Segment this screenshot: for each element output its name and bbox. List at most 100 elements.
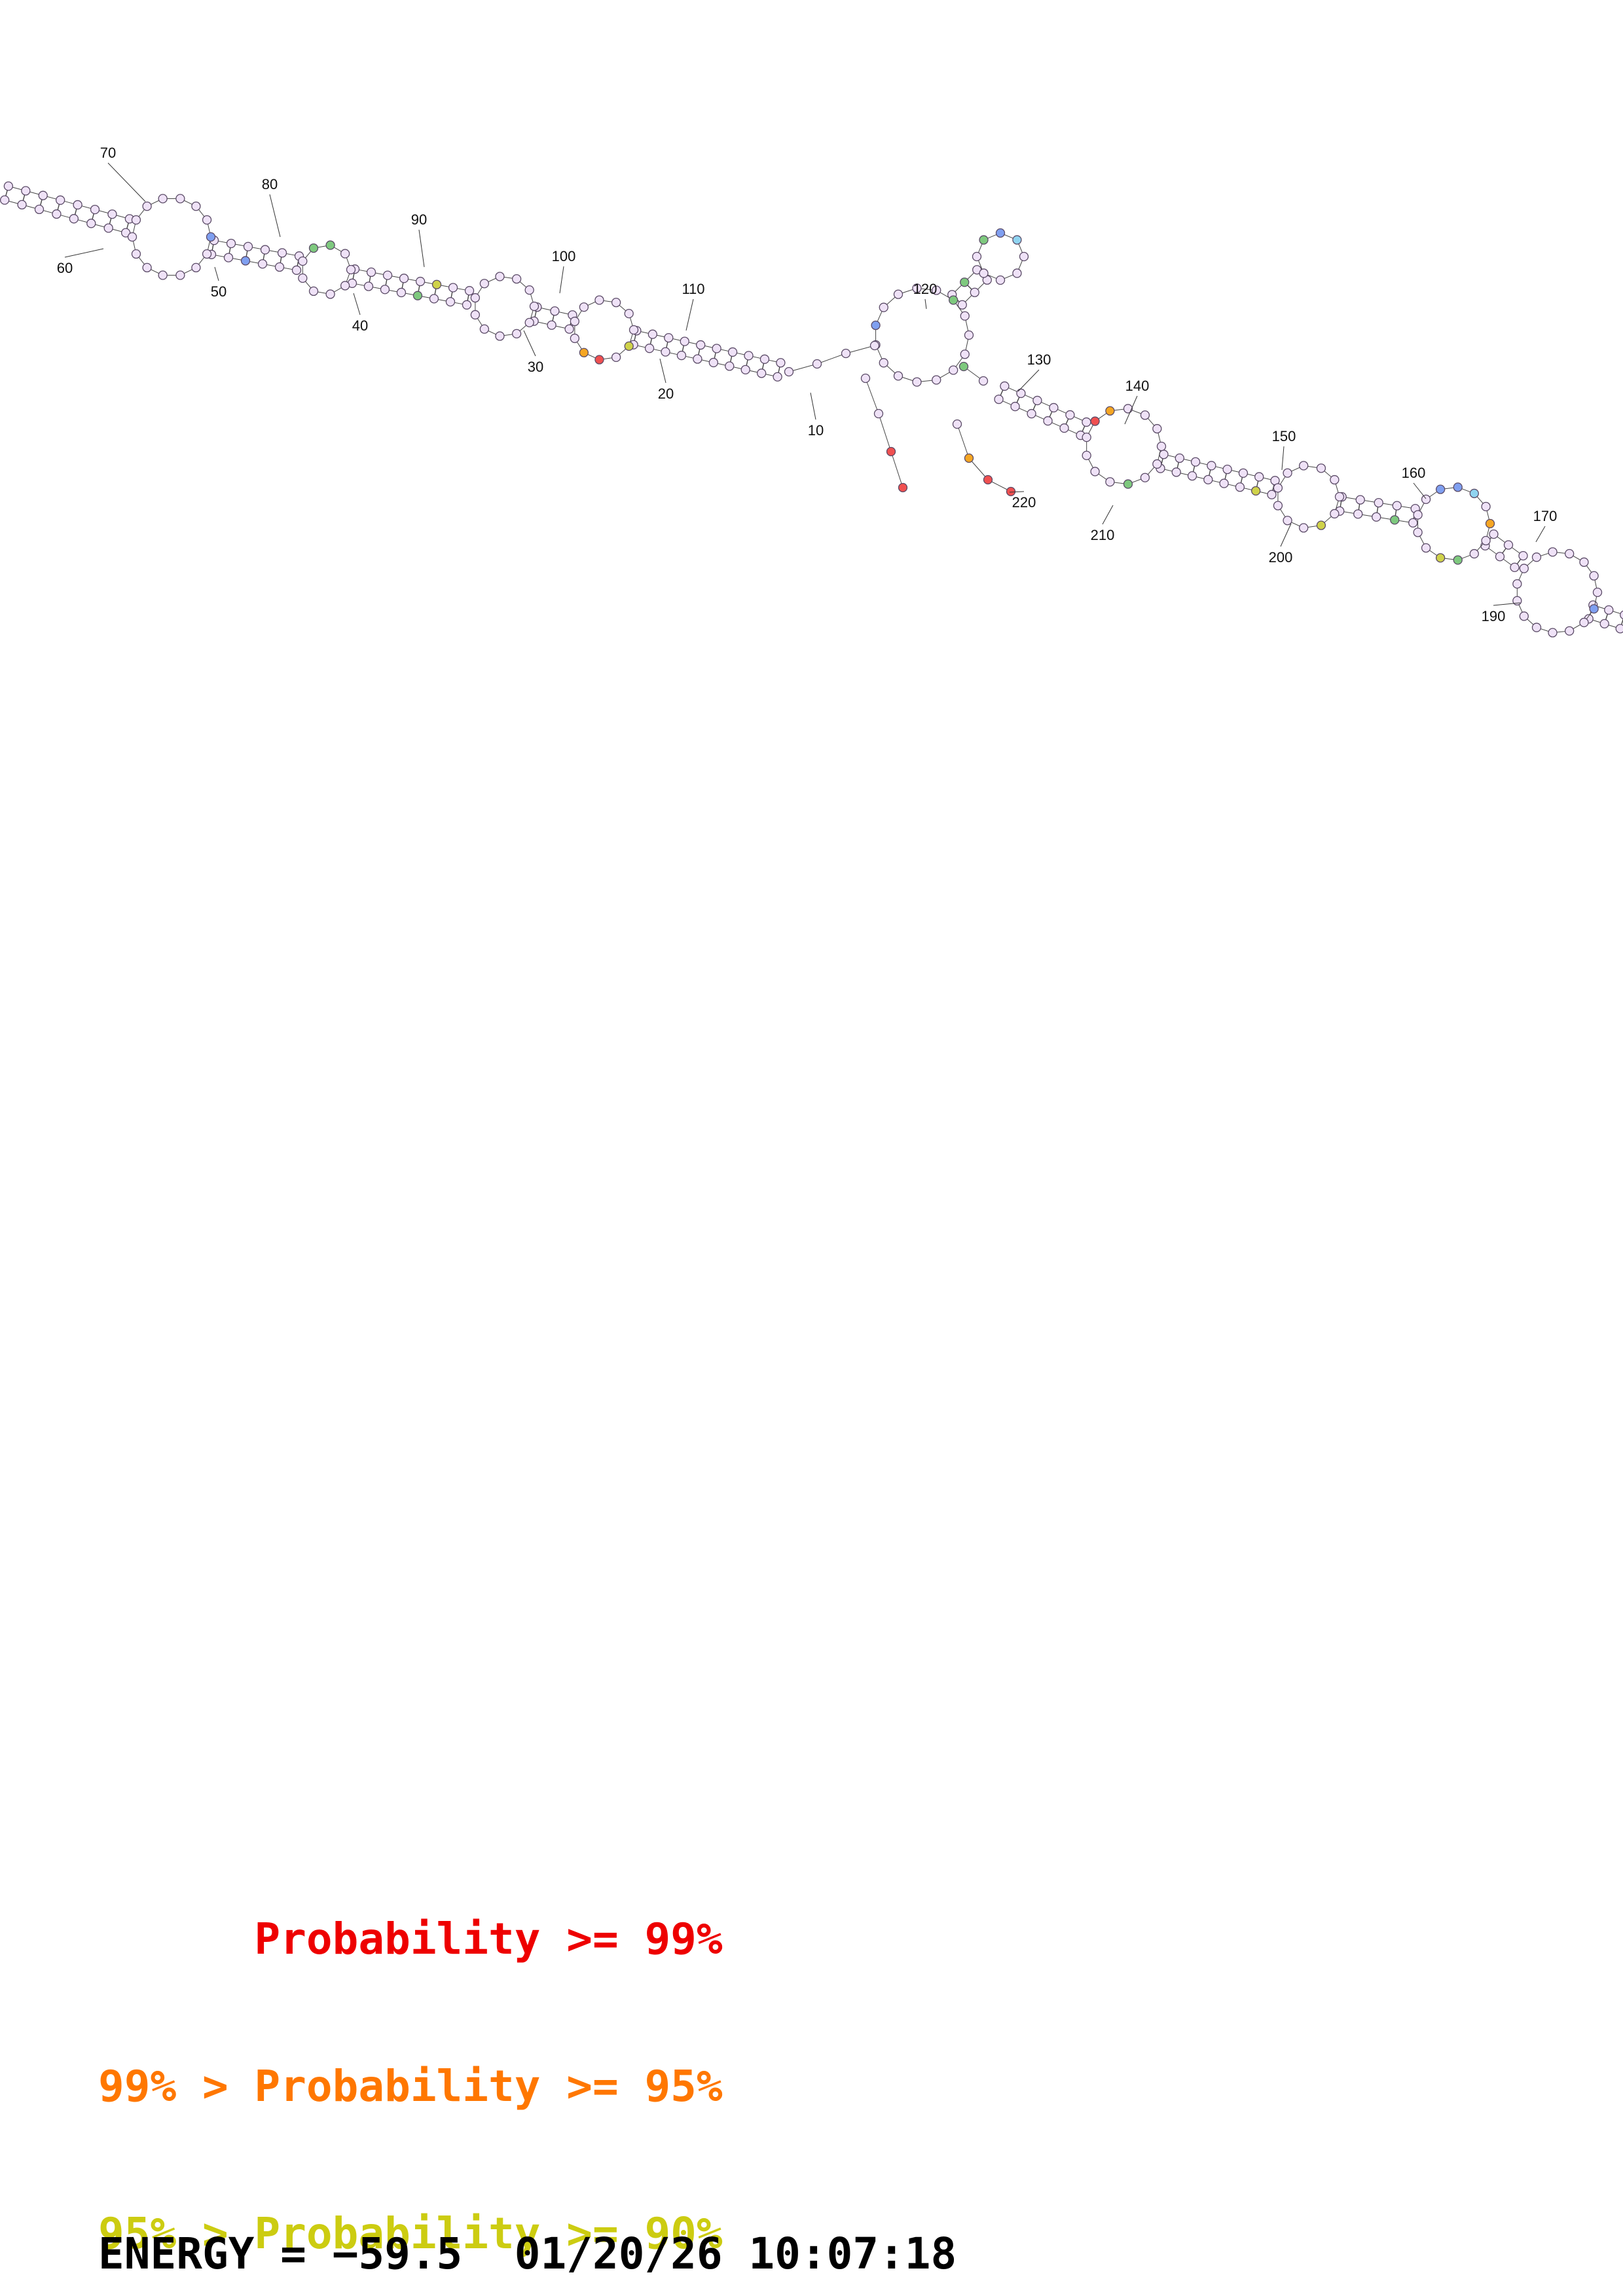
nucleotide bbox=[1238, 468, 1249, 478]
nucleotide bbox=[1519, 564, 1529, 573]
nucleotide bbox=[958, 361, 969, 372]
nucleotide bbox=[1421, 543, 1431, 553]
nucleotide bbox=[1481, 501, 1491, 512]
nucleotide bbox=[1152, 423, 1162, 434]
nucleotide bbox=[1082, 450, 1091, 461]
probability-legend: Probability >= 99% 99% > Probability >= … bbox=[98, 1816, 723, 2296]
nucleotide bbox=[325, 240, 335, 250]
nucleotide bbox=[812, 359, 822, 369]
nucleotide bbox=[243, 242, 253, 251]
nucleotide bbox=[1548, 547, 1558, 557]
nucleotide bbox=[202, 215, 212, 225]
position-label: 60 bbox=[57, 260, 73, 276]
nucleotide bbox=[1027, 408, 1036, 419]
nucleotide bbox=[1283, 516, 1292, 526]
nucleotide bbox=[291, 265, 302, 275]
nucleotide bbox=[1408, 518, 1418, 528]
position-label: 80 bbox=[262, 176, 278, 192]
nucleotide bbox=[776, 358, 786, 368]
nucleotide bbox=[1503, 540, 1514, 550]
nucleotide bbox=[1330, 475, 1340, 485]
position-label: 10 bbox=[808, 422, 824, 439]
nucleotide bbox=[970, 287, 979, 297]
nucleotide bbox=[429, 294, 439, 304]
nucleotide bbox=[995, 228, 1006, 238]
nucleotide bbox=[898, 482, 908, 493]
nucleotide bbox=[1012, 268, 1022, 278]
nucleotide bbox=[1435, 553, 1446, 563]
nucleotide bbox=[1203, 475, 1213, 485]
nucleotide bbox=[1187, 471, 1197, 481]
nucleotide bbox=[277, 248, 287, 258]
nucleotide bbox=[759, 354, 770, 364]
nucleotide bbox=[594, 295, 604, 305]
nucleotide bbox=[871, 320, 881, 331]
nucleotide bbox=[960, 350, 970, 359]
nucleotide bbox=[1531, 622, 1542, 632]
nucleotide bbox=[3, 181, 14, 191]
nucleotide bbox=[869, 340, 880, 351]
nucleotide bbox=[960, 278, 970, 287]
nucleotide bbox=[979, 235, 989, 245]
nucleotide bbox=[1059, 423, 1069, 433]
nucleotide bbox=[676, 350, 687, 361]
nucleotide bbox=[784, 367, 794, 377]
nucleotide bbox=[1334, 492, 1345, 502]
nucleotide bbox=[570, 316, 580, 327]
nucleotide bbox=[744, 351, 754, 361]
nucleotide bbox=[1592, 587, 1603, 598]
nucleotide bbox=[932, 285, 941, 295]
nucleotide bbox=[298, 256, 308, 266]
nucleotide bbox=[529, 301, 539, 312]
nucleotide bbox=[495, 331, 505, 341]
nucleotide bbox=[957, 300, 967, 310]
nucleotide bbox=[1565, 626, 1575, 636]
nucleotide bbox=[757, 368, 767, 378]
nucleotide bbox=[1032, 395, 1042, 406]
nucleotide bbox=[470, 293, 481, 303]
nucleotide bbox=[1175, 453, 1184, 463]
nucleotide bbox=[1082, 432, 1091, 442]
nucleotide bbox=[107, 209, 117, 219]
nucleotide bbox=[175, 270, 185, 280]
nucleotide bbox=[1355, 495, 1365, 505]
nucleotide bbox=[579, 348, 589, 357]
nucleotide bbox=[696, 340, 706, 350]
nucleotide bbox=[158, 270, 168, 280]
nucleotide bbox=[69, 214, 79, 224]
position-label: 220 bbox=[1012, 494, 1036, 511]
nucleotide bbox=[1392, 501, 1402, 511]
nucleotide bbox=[120, 228, 131, 238]
nucleotide bbox=[1519, 611, 1529, 621]
nucleotide bbox=[191, 262, 201, 273]
nucleotide bbox=[511, 329, 522, 338]
nucleotide bbox=[594, 355, 604, 365]
nucleotide bbox=[1082, 417, 1091, 427]
nucleotide bbox=[664, 333, 674, 343]
nucleotide bbox=[680, 336, 689, 346]
nucleotide bbox=[1006, 486, 1016, 497]
nucleotide bbox=[629, 325, 639, 335]
nucleotide bbox=[131, 249, 141, 259]
nucleotide bbox=[380, 285, 390, 295]
position-label: 210 bbox=[1091, 527, 1115, 543]
nucleotide bbox=[38, 190, 48, 200]
position-label: 140 bbox=[1125, 378, 1150, 394]
nucleotide bbox=[1299, 461, 1309, 471]
nucleotide bbox=[396, 287, 407, 298]
nucleotide bbox=[1512, 596, 1522, 606]
nucleotide bbox=[708, 357, 718, 368]
nucleotide bbox=[860, 373, 871, 384]
nucleotide bbox=[1043, 416, 1053, 426]
nucleotide bbox=[340, 281, 350, 291]
nucleotide bbox=[1435, 484, 1446, 494]
nucleotide bbox=[949, 365, 958, 375]
nucleotide bbox=[415, 276, 426, 287]
position-label: 90 bbox=[411, 211, 427, 228]
nucleotide bbox=[647, 329, 657, 339]
legend-line-90-95: 95% > Probability >= 90% bbox=[98, 2208, 723, 2259]
nucleotide bbox=[1049, 403, 1059, 413]
nucleotide bbox=[103, 223, 113, 233]
nucleotide bbox=[202, 249, 212, 259]
position-label: 50 bbox=[211, 283, 227, 300]
